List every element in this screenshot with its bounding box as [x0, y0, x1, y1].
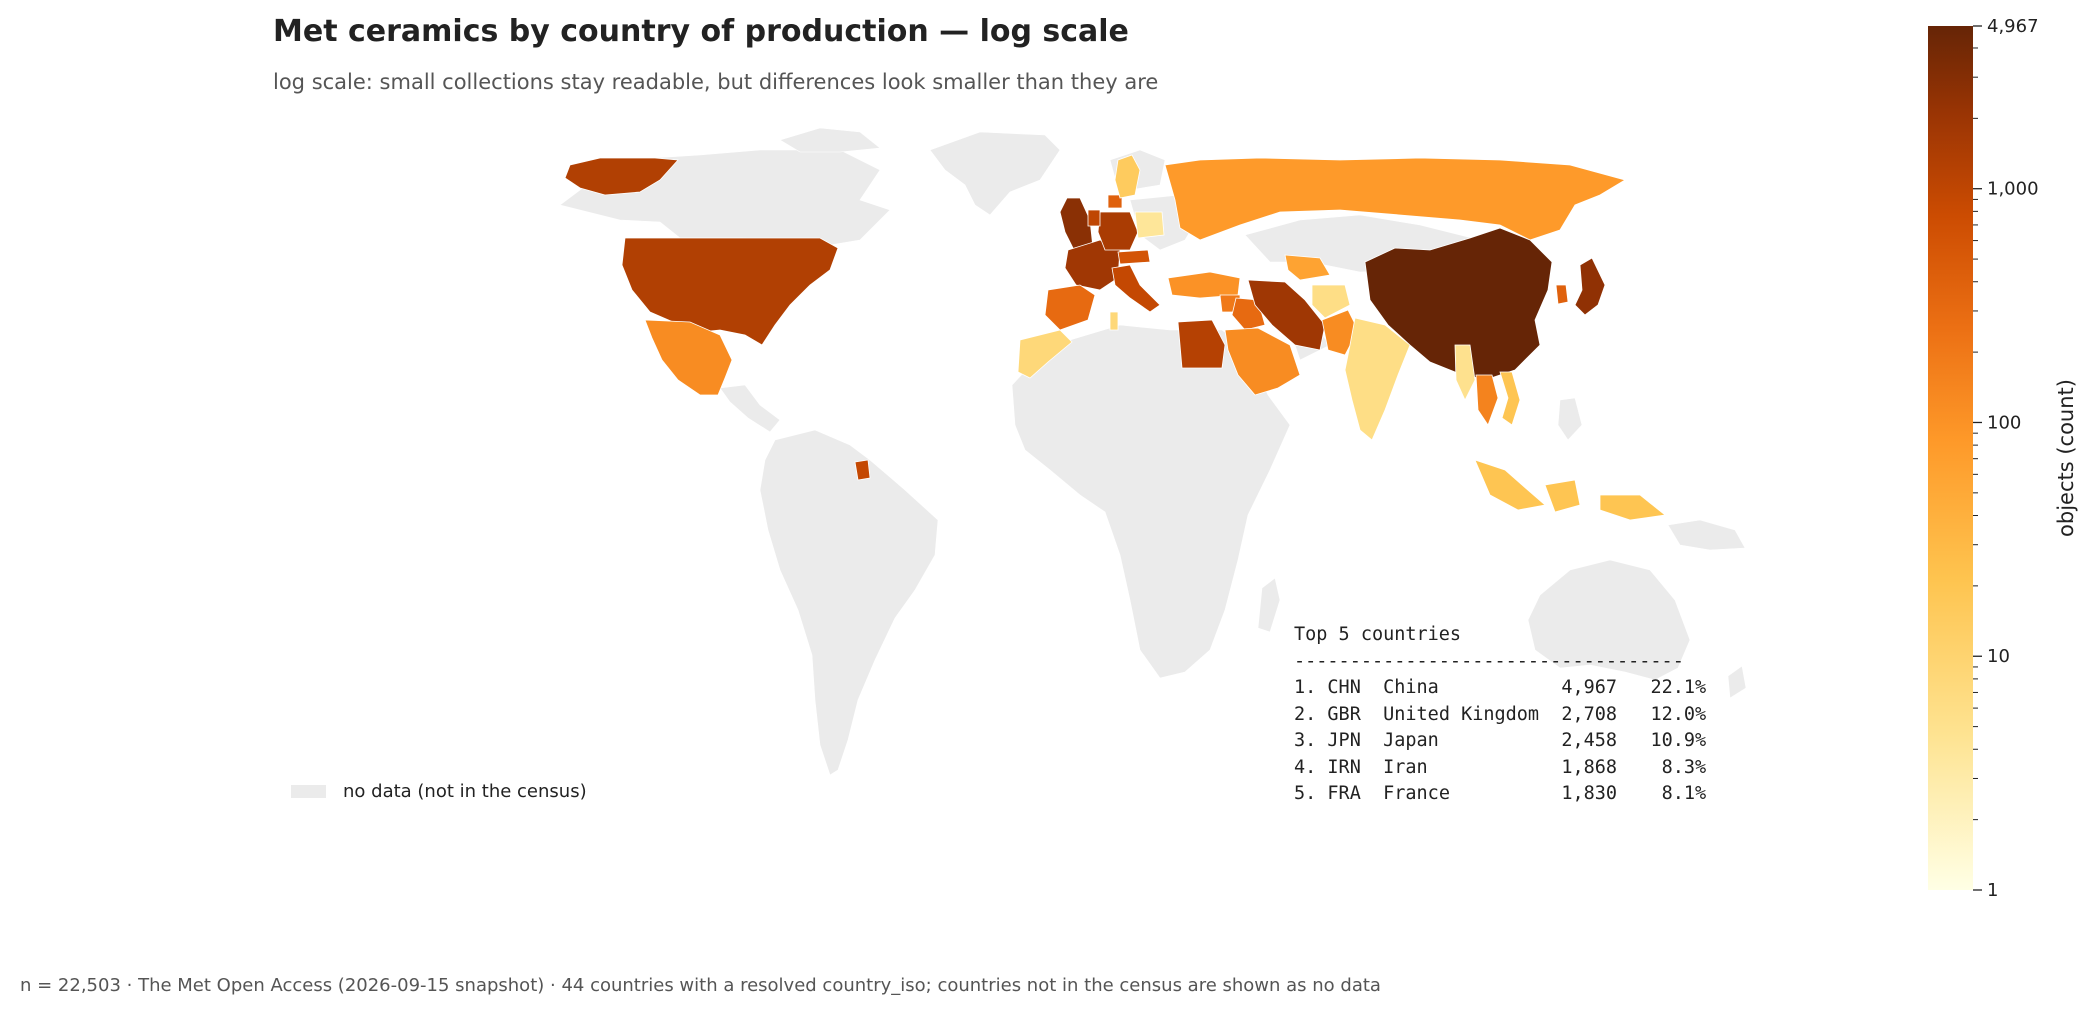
colorbar-tick-label: 10 [1987, 646, 2010, 667]
land-madagascar [1257, 577, 1281, 633]
top-country-row: 2. GBR United Kingdom 2,708 12.0% [1294, 702, 1706, 729]
top-countries-separator: ----------------------------------- [1294, 650, 1684, 672]
colorbar [1928, 26, 1973, 890]
country-egypt [1177, 319, 1226, 369]
country-afghanistan [1311, 284, 1351, 319]
country-tunisia [1109, 311, 1119, 331]
top-country-pct: 8.1% [1661, 783, 1707, 804]
country-netherlands [1087, 209, 1101, 227]
top-country-rank: 4. [1294, 756, 1317, 778]
colorbar-label: objects (count) [2054, 379, 2078, 537]
top-country-row: 3. JPN Japan 2,458 10.9% [1294, 728, 1706, 755]
land-philippines [1557, 397, 1583, 441]
land-south-america [759, 429, 939, 776]
country-germany [1097, 211, 1139, 251]
top-country-iso: JPN [1327, 730, 1361, 751]
top-country-row: 1. CHN China 4,967 22.1% [1294, 675, 1706, 702]
top-country-row: 5. FRA France 1,830 8.1% [1294, 781, 1706, 808]
top-country-pct: 12.0% [1650, 703, 1707, 725]
land-arctic-islands [779, 127, 881, 153]
country-turkey [1167, 271, 1241, 299]
top-countries-rows: 1. CHN China 4,967 22.1% 2. GBR United Ki… [1294, 675, 1706, 808]
top-country-iso: IRN [1327, 756, 1361, 778]
country-vietnam [1499, 371, 1521, 426]
top-country-name: Japan [1383, 730, 1439, 751]
top-country-row: 4. IRN Iran 1,868 8.3% [1294, 755, 1706, 782]
top-country-iso: FRA [1327, 783, 1361, 804]
top-country-rank: 3. [1294, 730, 1317, 751]
top-country-count: 4,967 [1561, 677, 1618, 698]
land-africa [1011, 324, 1291, 679]
top-country-name: France [1383, 783, 1450, 804]
country-spain [1044, 284, 1096, 331]
colorbar-tick-label: 1 [1987, 880, 1998, 901]
land-greenland [929, 131, 1061, 216]
top-country-name: United Kingdom [1383, 703, 1540, 725]
top-country-rank: 2. [1294, 703, 1317, 725]
country-south-korea [1555, 284, 1569, 305]
country-india [1344, 317, 1411, 441]
country-iran [1247, 279, 1326, 351]
country-mexico [644, 319, 733, 396]
country-japan [1574, 257, 1606, 316]
colorbar-tick-label: 100 [1987, 412, 2021, 433]
top-country-count: 1,868 [1561, 756, 1618, 778]
land-new-guinea [1667, 519, 1746, 551]
country-sweden [1114, 154, 1141, 199]
country-myanmar [1454, 344, 1476, 401]
country-thailand [1475, 374, 1499, 426]
colorbar-tick-label: 4,967 [1987, 16, 2039, 37]
no-data-legend: no data (not in the census) [291, 781, 587, 802]
top-country-name: China [1383, 677, 1439, 698]
country-saudi-arabia [1224, 327, 1301, 396]
country-usa [621, 237, 839, 346]
top-country-rank: 5. [1294, 783, 1317, 804]
top-countries-header: Top 5 countries [1294, 624, 1462, 645]
top-countries-table: Top 5 countries -------------------------… [1294, 622, 1706, 808]
top-country-name: Iran [1383, 756, 1428, 778]
country-suriname [854, 459, 871, 481]
top-country-pct: 8.3% [1661, 756, 1707, 778]
colorbar-tick-label: 1,000 [1987, 179, 2039, 200]
colorbar-axis: 1 10 100 1,000 4,967 [1973, 16, 2039, 901]
country-poland [1134, 211, 1165, 239]
country-italy [1111, 264, 1161, 313]
country-austria [1117, 249, 1151, 265]
no-data-swatch [291, 785, 326, 798]
no-data-label: no data (not in the census) [343, 781, 587, 802]
footnote: n = 22,503 · The Met Open Access (2026-0… [20, 975, 1381, 996]
country-uzbekistan [1284, 254, 1331, 281]
map-title: Met ceramics by country of production — … [273, 14, 1129, 49]
country-china [1364, 227, 1553, 381]
top-country-iso: CHN [1327, 677, 1361, 698]
country-russia [1164, 157, 1627, 241]
top-country-count: 2,458 [1561, 730, 1618, 751]
land-central-america [719, 384, 781, 433]
country-denmark [1107, 194, 1123, 209]
top-country-count: 2,708 [1561, 703, 1618, 725]
top-country-count: 1,830 [1561, 783, 1618, 804]
top-country-rank: 1. [1294, 677, 1317, 698]
country-shapes [564, 154, 1666, 521]
country-indonesia [1474, 459, 1666, 521]
country-usa-alaska [564, 157, 679, 196]
top-country-pct: 10.9% [1650, 730, 1707, 751]
top-country-pct: 22.1% [1650, 677, 1707, 698]
land-new-zealand [1727, 665, 1747, 699]
land-australia [1527, 559, 1691, 681]
top-country-iso: GBR [1327, 703, 1361, 725]
country-morocco [1017, 329, 1073, 379]
map-subtitle: log scale: small collections stay readab… [273, 70, 1159, 94]
